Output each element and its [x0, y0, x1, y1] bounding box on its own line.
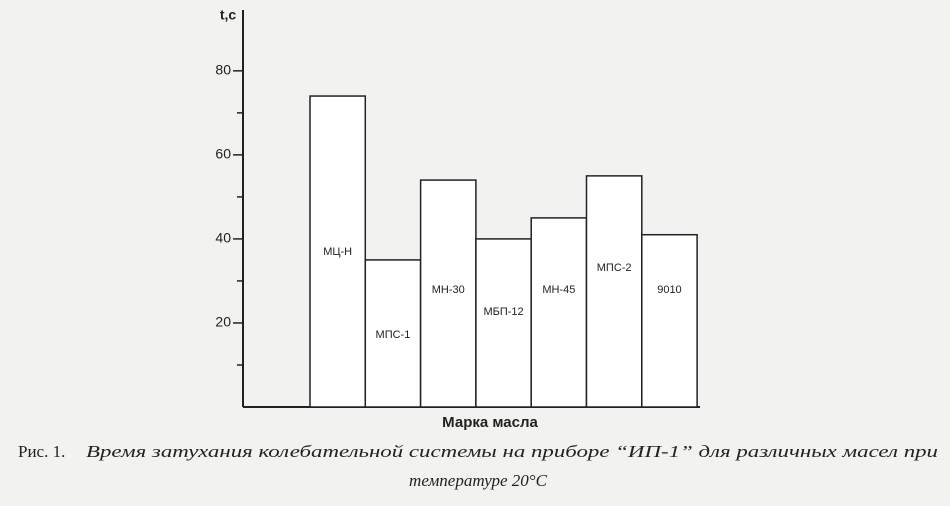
- bar-label: МПС-1: [376, 329, 411, 341]
- y-tick-label: 40: [215, 230, 231, 246]
- caption-line: Время затухания колебательной системы на…: [86, 442, 938, 461]
- bar: [475, 238, 532, 408]
- caption-prefix: Рис. 1.: [18, 442, 65, 461]
- bar-label: МН-30: [432, 284, 465, 296]
- bar: [530, 217, 588, 408]
- bar: [309, 95, 367, 408]
- bar: [419, 179, 477, 408]
- bar-label: МН-45: [542, 284, 575, 296]
- bar: [641, 233, 698, 408]
- bar-label: 9010: [657, 284, 681, 296]
- y-axis-label: t,c: [220, 7, 237, 23]
- y-tick-label: 60: [215, 146, 231, 162]
- bar-label: МПС-2: [597, 262, 632, 274]
- caption-line: температуре 20°С: [409, 471, 548, 490]
- bar: [585, 175, 643, 408]
- y-tick-label: 20: [215, 314, 231, 330]
- y-tick-label: 80: [215, 62, 231, 78]
- bar-label: МБП-12: [483, 306, 523, 318]
- bar-label: МЦ-Н: [323, 246, 352, 258]
- x-axis-label: Марка масла: [442, 414, 538, 431]
- bar: [364, 259, 422, 408]
